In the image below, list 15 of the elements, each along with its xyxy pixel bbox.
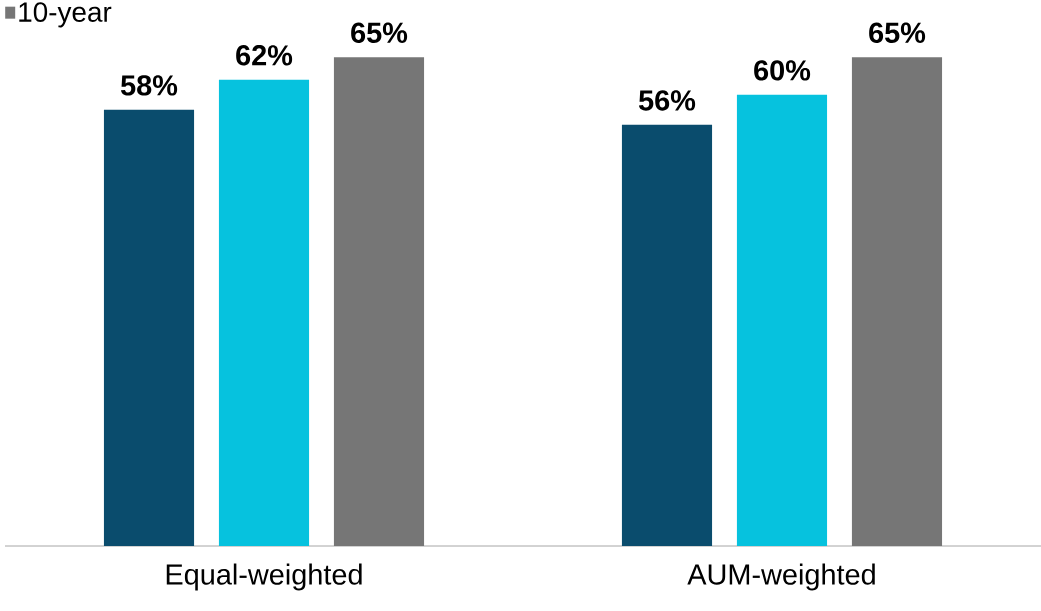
data-label: 65%: [351, 22, 408, 43]
bar: [103, 109, 195, 546]
x-tick-label: Equal-weighted: [166, 563, 362, 591]
data-label: 60%: [754, 60, 811, 81]
data-label: 65%: [869, 22, 926, 43]
data-label: 58%: [120, 75, 178, 96]
legend-label: 10-year: [19, 2, 112, 28]
bar: [333, 57, 425, 546]
bar: [621, 124, 713, 546]
data-label: 56%: [638, 90, 696, 111]
x-tick-label: AUM-weighted: [687, 563, 875, 591]
bar: [736, 94, 828, 546]
data-label: 62%: [236, 45, 293, 66]
bar: [851, 57, 943, 546]
bar: [218, 79, 310, 546]
